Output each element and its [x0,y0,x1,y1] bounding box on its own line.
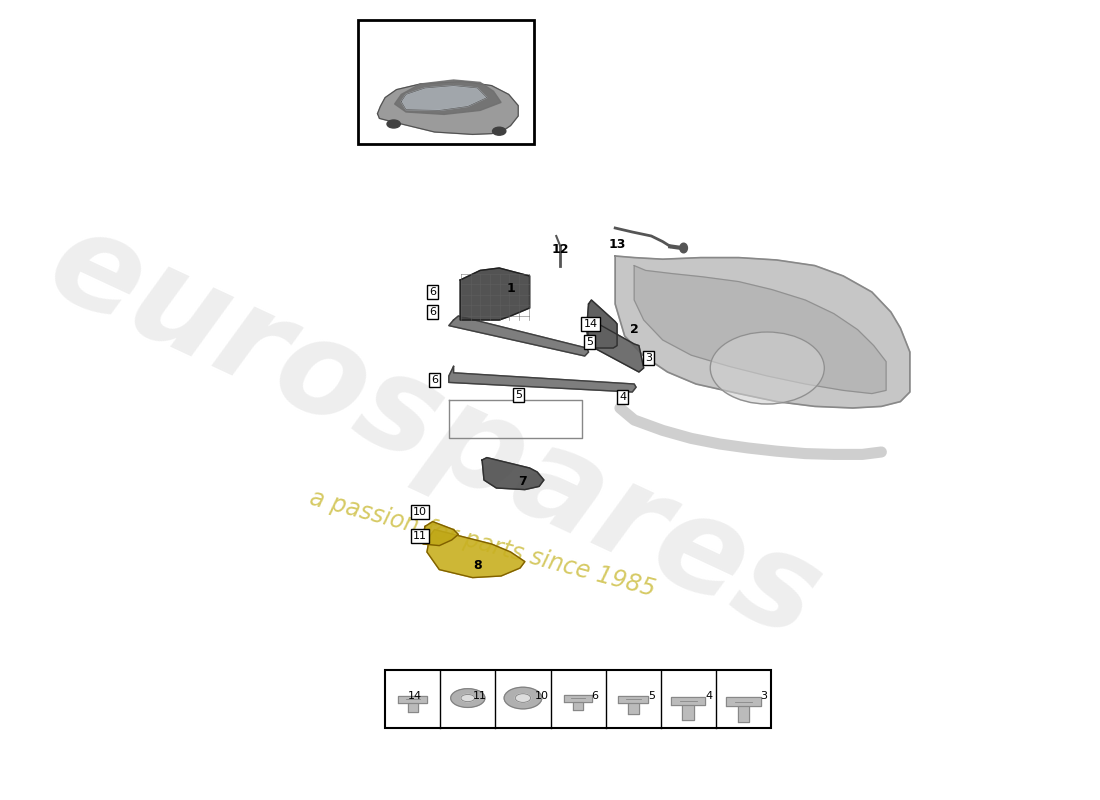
Text: 4: 4 [619,392,626,402]
Polygon shape [586,300,617,348]
Text: 4: 4 [705,691,713,701]
Text: 6: 6 [429,287,436,297]
Polygon shape [635,266,887,394]
Text: 5: 5 [648,691,656,701]
Text: 7: 7 [518,475,527,488]
Polygon shape [671,697,705,706]
Polygon shape [618,695,648,703]
Text: 5: 5 [515,390,521,400]
Polygon shape [395,80,502,114]
Text: 14: 14 [583,319,597,329]
Polygon shape [460,268,529,320]
Polygon shape [377,82,518,134]
Polygon shape [628,703,639,714]
Ellipse shape [461,694,475,702]
Polygon shape [449,316,588,356]
Text: 5: 5 [586,338,593,347]
Text: 3: 3 [645,353,652,362]
Polygon shape [424,522,459,546]
Ellipse shape [504,687,542,709]
Text: 6: 6 [431,375,438,385]
Polygon shape [482,458,543,490]
Ellipse shape [493,127,506,135]
Text: 11: 11 [414,531,427,541]
Polygon shape [402,86,487,110]
Polygon shape [586,320,644,372]
Bar [385,670,771,728]
Text: a passion for parts since 1985: a passion for parts since 1985 [307,486,658,602]
Text: 6: 6 [429,307,436,317]
Text: 13: 13 [608,238,626,251]
Ellipse shape [451,689,485,707]
Polygon shape [682,706,694,720]
Text: 10: 10 [414,507,427,517]
Polygon shape [408,703,418,713]
Text: 14: 14 [408,691,422,701]
Polygon shape [564,695,593,702]
Polygon shape [573,702,583,710]
Polygon shape [615,256,910,408]
Polygon shape [398,696,427,703]
Text: 8: 8 [473,559,482,572]
Polygon shape [726,698,760,706]
Ellipse shape [711,332,824,404]
Text: 3: 3 [760,691,768,701]
Text: 10: 10 [535,691,549,701]
Polygon shape [737,706,749,722]
Text: eurospares: eurospares [30,198,839,666]
Text: 12: 12 [551,243,569,256]
Bar [359,20,535,144]
Ellipse shape [680,243,688,253]
Text: 11: 11 [473,691,486,701]
Polygon shape [449,366,636,392]
Ellipse shape [387,120,400,128]
Text: 6: 6 [592,691,598,701]
Polygon shape [427,530,525,578]
Text: 1: 1 [506,282,515,294]
Ellipse shape [515,694,530,702]
Text: 2: 2 [630,323,639,336]
